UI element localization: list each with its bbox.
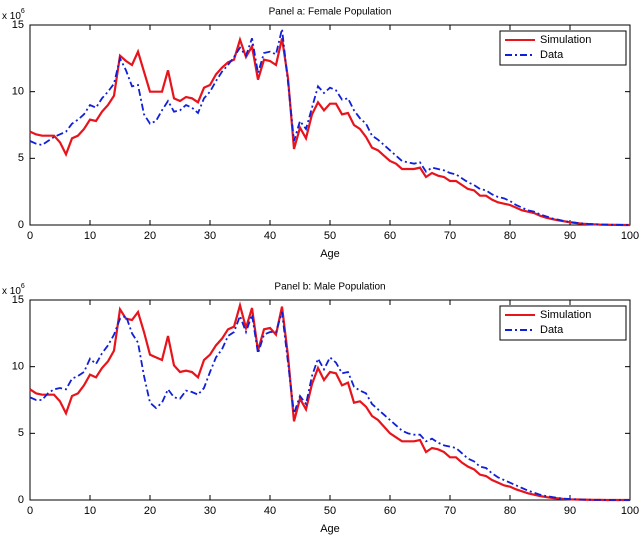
x-tick-label: 80 [504, 505, 516, 517]
x-tick-label: 90 [564, 230, 576, 242]
legend-box [499, 30, 627, 66]
x-tick-label: 100 [621, 230, 639, 242]
x-tick-label: 50 [324, 505, 336, 517]
data-line [29, 301, 630, 502]
data-line [29, 311, 630, 501]
y-multiplier: x 106 [2, 8, 25, 22]
x-tick-label: 90 [564, 505, 576, 517]
x-tick-label: 10 [84, 505, 96, 517]
y-multiplier: x 106 [2, 283, 25, 297]
x-tick-label: 60 [384, 230, 396, 242]
x-axis-label: Age [320, 248, 340, 260]
x-tick-label: 100 [621, 505, 639, 517]
x-tick-label: 80 [504, 230, 516, 242]
y-tick-label: 15 [12, 19, 24, 31]
y-tick-label: 10 [12, 361, 24, 373]
x-tick-label: 10 [84, 230, 96, 242]
legend-label: Simulation [540, 309, 591, 321]
x-tick-label: 0 [27, 230, 33, 242]
legend-label: Data [540, 324, 564, 336]
x-tick-label: 0 [27, 505, 33, 517]
legend-label: Simulation [540, 34, 591, 46]
y-tick-label: 5 [18, 152, 24, 164]
x-tick-label: 70 [444, 230, 456, 242]
y-tick-label: 0 [18, 494, 24, 506]
y-multiplier-base: x 10 [2, 286, 21, 297]
chart-title: Panel a: Female Population [269, 7, 392, 18]
data-line [29, 36, 630, 227]
y-multiplier-exponent: 6 [21, 8, 25, 15]
legend-label: Data [540, 49, 564, 61]
x-tick-label: 60 [384, 505, 396, 517]
x-tick-label: 40 [264, 230, 276, 242]
x-tick-label: 20 [144, 230, 156, 242]
y-tick-label: 5 [18, 427, 24, 439]
y-tick-label: 10 [12, 86, 24, 98]
data-line [29, 28, 631, 226]
x-tick-label: 20 [144, 505, 156, 517]
y-tick-label: 15 [12, 294, 24, 306]
x-tick-label: 30 [204, 505, 216, 517]
x-tick-label: 50 [324, 230, 336, 242]
y-multiplier-exponent: 6 [21, 283, 25, 290]
x-tick-label: 40 [264, 505, 276, 517]
chart-title: Panel b: Male Population [274, 282, 385, 293]
y-tick-label: 0 [18, 219, 24, 231]
x-tick-label: 30 [204, 230, 216, 242]
x-axis-label: Age [320, 523, 340, 535]
legend-box [499, 305, 627, 341]
y-multiplier-base: x 10 [2, 11, 21, 22]
x-tick-label: 70 [444, 505, 456, 517]
